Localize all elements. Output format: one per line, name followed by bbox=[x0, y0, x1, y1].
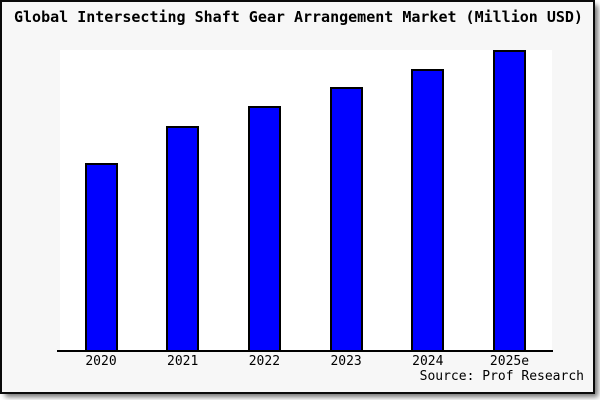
chart-title: Global Intersecting Shaft Gear Arrangeme… bbox=[14, 8, 583, 26]
bar-2022 bbox=[247, 106, 281, 351]
plot-area bbox=[60, 50, 552, 351]
x-axis-line bbox=[57, 350, 553, 352]
bar-2021 bbox=[166, 126, 200, 351]
bar-2024 bbox=[411, 69, 445, 351]
x-tick-2020: 2020 bbox=[85, 354, 117, 369]
x-tick-2025e: 2025e bbox=[489, 354, 530, 369]
bar-2020 bbox=[84, 163, 118, 351]
bar-2023 bbox=[329, 87, 363, 351]
x-tick-2023: 2023 bbox=[330, 354, 362, 369]
x-tick-2022: 2022 bbox=[248, 354, 281, 369]
bar-2025e bbox=[493, 50, 526, 351]
source-credit: Source: Prof Research bbox=[419, 369, 584, 384]
x-tick-2024: 2024 bbox=[412, 354, 444, 369]
x-tick-2021: 2021 bbox=[167, 354, 199, 369]
